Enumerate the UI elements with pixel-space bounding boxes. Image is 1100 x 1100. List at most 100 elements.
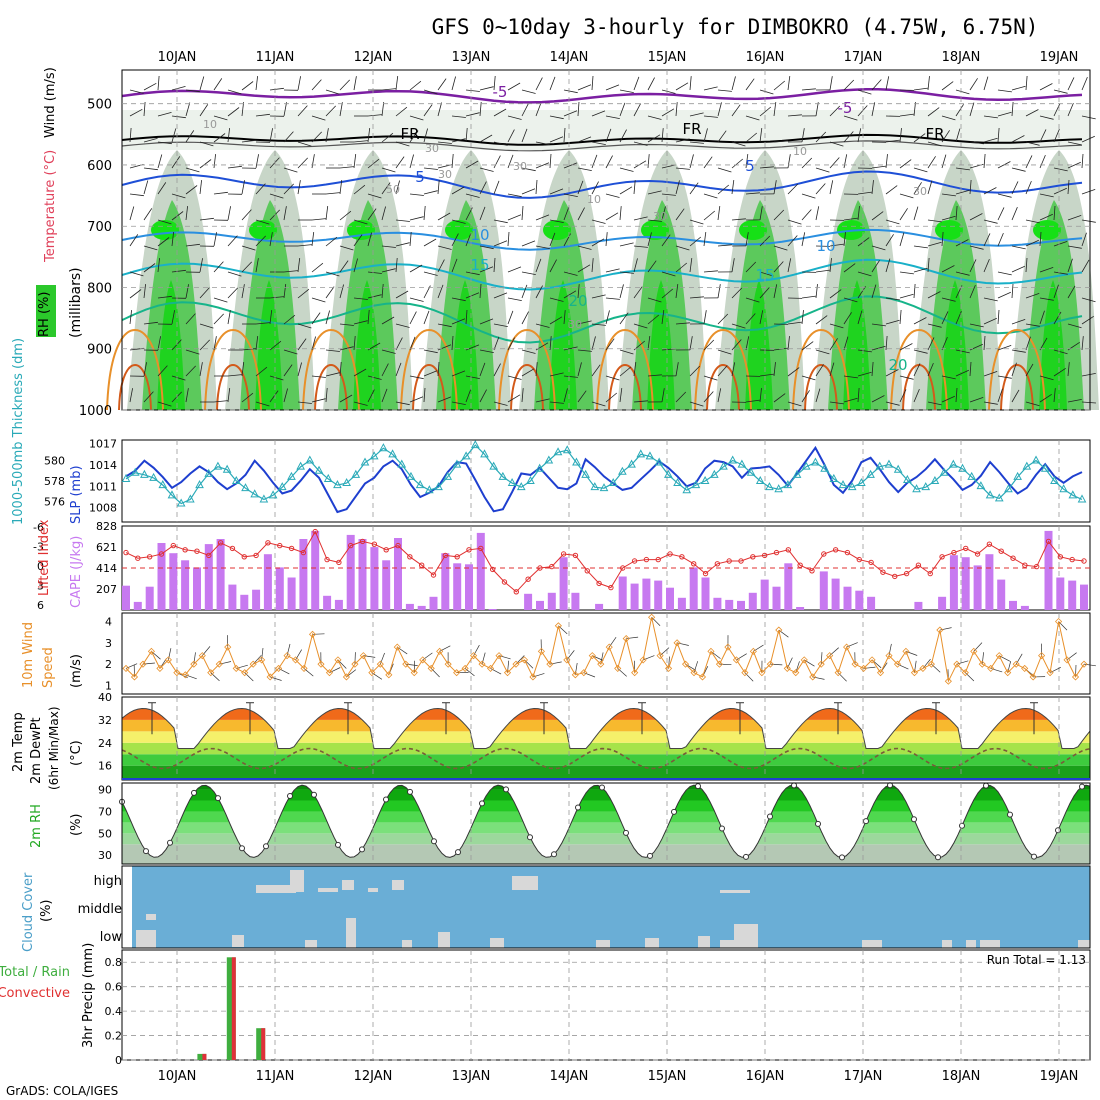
wind-barb: [563, 346, 578, 351]
wind-barb: [465, 344, 480, 351]
thickness-point: [829, 473, 839, 482]
wind-barb: [143, 391, 154, 403]
wind-barb: [675, 245, 690, 251]
wind-barb: [703, 128, 708, 143]
wind-barb: [1081, 315, 1094, 325]
precip-y-tick: 0.6: [105, 981, 123, 994]
wind10m-point: [164, 656, 172, 664]
wind-barb: [619, 186, 633, 195]
wind-barb: [563, 127, 566, 143]
cape-bar: [677, 597, 686, 610]
wind-barb: [353, 184, 366, 195]
wind-barb: [423, 387, 426, 403]
rh-point: [215, 795, 221, 802]
wind10m-point: [266, 673, 274, 681]
cape-bar: [216, 539, 225, 610]
wind-barb: [437, 102, 442, 117]
wind-barb: [535, 258, 542, 273]
cloud-bar: [368, 888, 378, 892]
rh-point: [647, 852, 653, 859]
wind-barb: [185, 388, 189, 403]
wind-barb: [871, 211, 884, 221]
wind10m-barb: [914, 660, 917, 673]
wind-barb: [885, 297, 900, 301]
wind-barb: [241, 139, 256, 143]
wind-barb: [129, 193, 144, 197]
wind-barb: [913, 133, 926, 143]
wind-barb: [465, 127, 468, 143]
wind-barb: [339, 260, 349, 273]
wind-barb: [829, 258, 832, 273]
wind-barb: [927, 156, 936, 169]
wind-barb: [199, 76, 205, 91]
wind-barb: [955, 310, 962, 325]
wind-barb: [381, 167, 396, 173]
wind-barb: [367, 309, 370, 325]
wind-barb: [171, 128, 177, 143]
wind-barb: [647, 219, 662, 222]
thickness-point: [489, 461, 499, 470]
wind-barb: [395, 290, 409, 299]
wind-barb: [199, 141, 214, 147]
wind-barb: [311, 336, 316, 351]
wind-barb: [269, 340, 282, 351]
wind-barb: [507, 297, 522, 301]
wind-barb: [1081, 336, 1084, 351]
wind-barb: [479, 245, 494, 250]
wind-barb: [465, 309, 468, 325]
rh-point: [863, 818, 869, 825]
wind-barb: [493, 401, 508, 406]
wind-barb: [367, 158, 380, 169]
temp-band: [122, 731, 1090, 743]
wind-barb: [983, 115, 998, 119]
wind-barb: [185, 130, 195, 143]
wind-barb: [773, 80, 786, 91]
temp-contour-minus5: [121, 88, 1083, 104]
wind-barb: [941, 81, 954, 91]
wind-barb: [619, 89, 634, 93]
wind10m-point: [588, 652, 596, 660]
wind10m-point: [970, 647, 978, 655]
wind-barb: [745, 192, 760, 195]
wind-barb: [941, 154, 947, 169]
wind10m-point: [707, 647, 715, 655]
cloud-bar: [232, 935, 244, 947]
wind-barb: [829, 289, 842, 299]
wind-barb: [717, 388, 722, 403]
wind10m-point: [156, 664, 164, 672]
wind-barb: [129, 388, 133, 403]
rh-point: [959, 822, 965, 829]
wind-barb: [437, 396, 452, 403]
rh-point: [143, 848, 149, 855]
li-point: [430, 572, 437, 578]
li-point: [809, 568, 815, 574]
wind-barb: [801, 232, 806, 247]
rh-point: [1055, 827, 1061, 834]
thickness-point: [875, 461, 885, 470]
temp-band: [122, 719, 1090, 732]
wind-barb: [493, 180, 500, 195]
wind10m-barb: [405, 663, 418, 666]
li-point: [963, 545, 969, 552]
wind-barb: [815, 183, 826, 195]
wind-barb: [1039, 393, 1052, 403]
cape-bar: [831, 578, 840, 610]
li-point: [324, 556, 330, 563]
wind-barb: [479, 181, 487, 195]
cloud-bar: [318, 888, 338, 892]
thickness-point: [939, 467, 949, 476]
wind-barb: [171, 86, 186, 91]
wind-barb: [913, 267, 928, 273]
rh-point: [791, 782, 797, 789]
contour-label: -5: [838, 99, 853, 117]
wind-barb: [675, 362, 679, 377]
wind-barb: [1025, 155, 1033, 169]
li-point: [702, 570, 709, 577]
wind-barb: [1025, 401, 1040, 407]
wind-barb: [885, 234, 894, 247]
cloud-level-label: high: [94, 874, 122, 889]
wind-barb: [255, 183, 266, 195]
rh-point: [815, 820, 821, 827]
cape-ylabel: CAPE (J/kg): [69, 536, 84, 608]
rh-point: [431, 838, 437, 845]
